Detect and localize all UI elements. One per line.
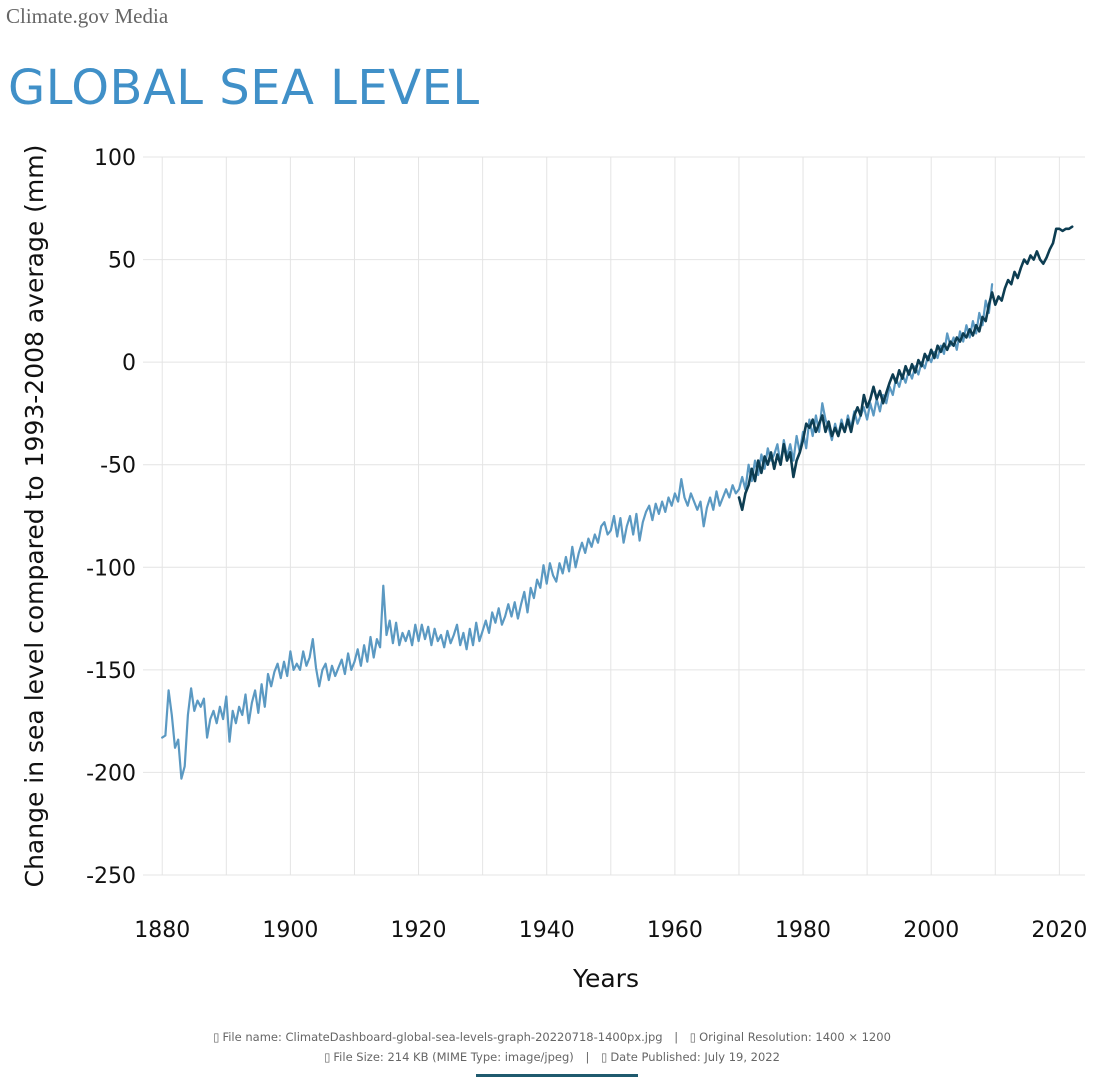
x-tick-labels: 1880 1900 1920 1940 1960 1980 2000 2020 [134, 918, 1087, 943]
file-name-label: File name: [222, 1030, 282, 1044]
resolution-icon: ▯ [689, 1030, 697, 1044]
calendar-icon: ▯ [600, 1050, 608, 1064]
x-gridlines [161, 157, 1060, 875]
x-tick-label: 2020 [1031, 918, 1087, 943]
file-icon: ▯ [213, 1030, 220, 1044]
file-size: 214 KB (MIME Type: image/jpeg) [387, 1050, 574, 1064]
x-axis-label: Years [572, 964, 639, 993]
series-line-2 [737, 225, 1074, 512]
file-name: ClimateDashboard-global-sea-levels-graph… [285, 1030, 663, 1044]
x-tick-label: 1880 [134, 918, 190, 943]
file-info-line-1: ▯ File name: ClimateDashboard-global-sea-… [0, 1030, 1104, 1044]
x-tick-label: 1900 [262, 918, 318, 943]
separator: | [674, 1030, 679, 1044]
y-tick-label: -250 [86, 864, 136, 889]
sea-level-chart: 100 50 0 -50 -100 -150 -200 -250 1880 1900 1920 19… [20, 145, 1087, 993]
y-tick-label: 0 [122, 351, 136, 376]
y-tick-label: 50 [108, 249, 136, 274]
x-tick-label: 1980 [775, 918, 831, 943]
file-size-label: File Size: [333, 1050, 384, 1064]
y-tick-label: -50 [100, 454, 136, 479]
download-button[interactable] [476, 1074, 638, 1077]
y-tick-label: 100 [94, 146, 136, 171]
y-tick-label: -200 [86, 761, 136, 786]
y-axis-label: Change in sea level compared to 1993-200… [20, 145, 49, 888]
x-tick-label: 1940 [519, 918, 575, 943]
site-name[interactable]: Climate.gov Media [6, 4, 169, 28]
file-size-icon: ▯ [324, 1050, 331, 1064]
series-lines [161, 225, 1074, 780]
published-date: July 19, 2022 [704, 1050, 780, 1064]
resolution: 1400 × 1200 [815, 1030, 891, 1044]
x-tick-label: 1960 [647, 918, 703, 943]
y-tick-labels: 100 50 0 -50 -100 -150 -200 -250 [86, 146, 136, 889]
x-tick-label: 2000 [903, 918, 959, 943]
separator: | [585, 1050, 590, 1064]
x-tick-label: 1920 [391, 918, 447, 943]
resolution-label: Original Resolution: [699, 1030, 812, 1044]
y-tick-label: -150 [86, 659, 136, 684]
file-info-line-2: ▯ File Size: 214 KB (MIME Type: image/jpe… [0, 1050, 1104, 1064]
published-label: Date Published: [610, 1050, 701, 1064]
page-title: GLOBAL SEA LEVEL [8, 60, 480, 116]
y-tick-label: -100 [86, 556, 136, 581]
